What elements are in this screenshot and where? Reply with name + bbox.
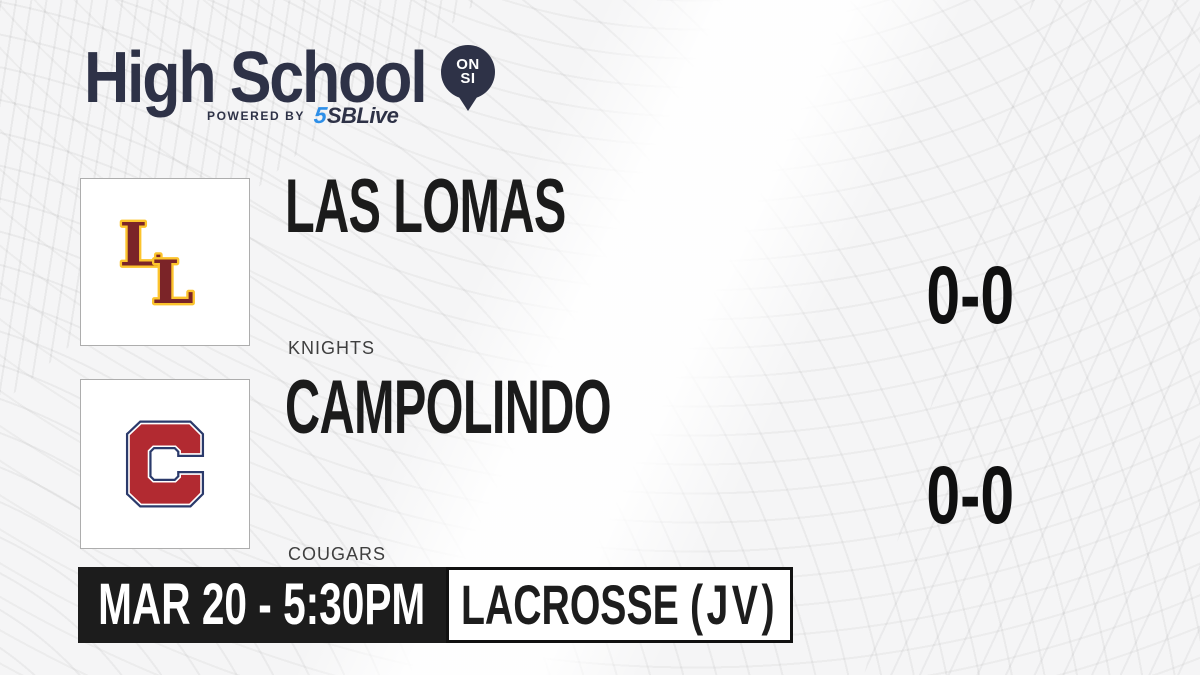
event-text: LACROSSE (JV) (461, 577, 778, 633)
team2-logo-box (80, 379, 250, 549)
campolindo-logo (125, 420, 205, 508)
team2-record: 0-0 (926, 450, 1014, 541)
onsi-pin-icon: ON SI (441, 45, 495, 117)
sblive-wordmark: SBLive (326, 103, 399, 128)
campolindo-c-letter (129, 424, 201, 504)
team1-record: 0-0 (926, 250, 1014, 341)
team1-name: LAS LOMAS (285, 164, 566, 249)
team2-mascot: COUGARS (288, 544, 387, 564)
datetime-banner: MAR 20 - 5:30PM (78, 567, 446, 643)
team2-name: CAMPOLINDO (285, 365, 612, 450)
las-lomas-logo: L L (117, 207, 196, 317)
team1-logo-box: L L (80, 178, 250, 346)
sblive-logo: 5 SBLive (312, 102, 399, 128)
pin-line-on: ON (456, 56, 480, 74)
level-label: (JV) (689, 573, 779, 636)
ll-letter-1: L (119, 210, 161, 281)
team1-mascot: KNIGHTS (288, 338, 376, 358)
brand-wordmark: High School (84, 38, 428, 118)
pin-circle: ON SI (441, 45, 495, 99)
powered-by-label: POWERED BY (207, 108, 306, 123)
event-banner: LACROSSE (JV) (446, 567, 793, 643)
pin-line-si: SI (460, 70, 476, 87)
ll-letter-2: L (151, 247, 193, 317)
powered-by-row: POWERED BY 5 SBLive (207, 102, 399, 128)
datetime-text: MAR 20 - 5:30PM (98, 572, 426, 637)
sblive-bolt-icon: 5 (312, 102, 329, 128)
sport-label: LACROSSE (460, 573, 679, 636)
